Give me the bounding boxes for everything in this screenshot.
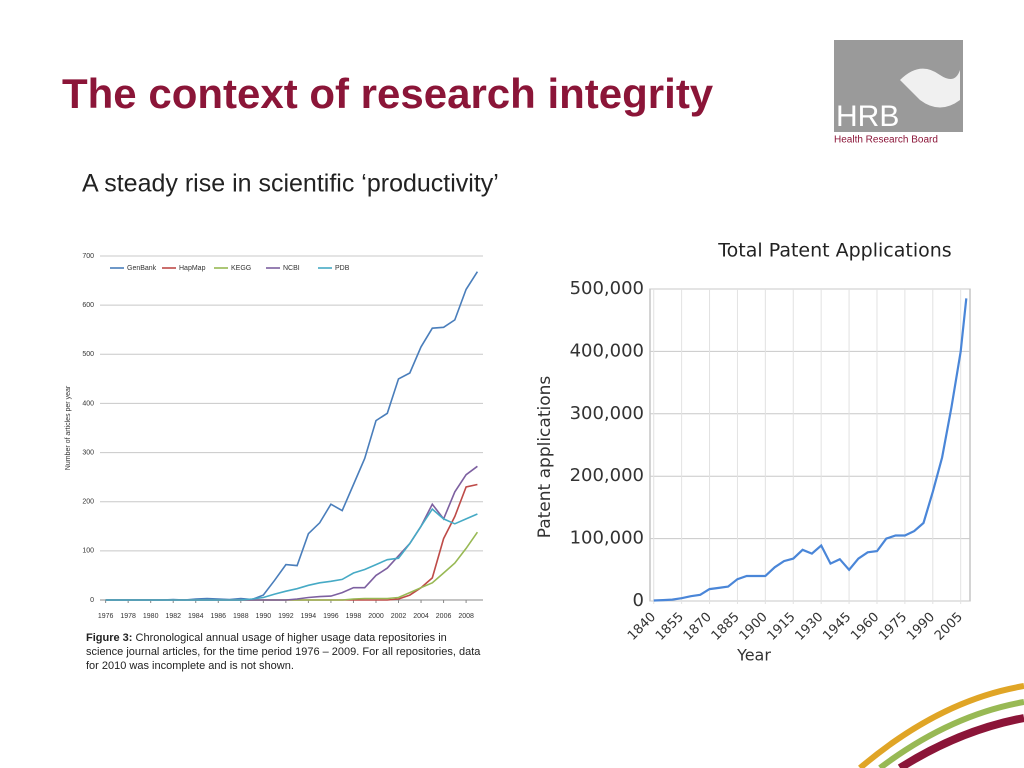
y-tick-label: 700 <box>82 253 94 260</box>
x-tick-label: 1978 <box>120 613 136 620</box>
plot-frame <box>649 288 971 602</box>
x-tick-label: 2008 <box>458 613 474 620</box>
x-tick-label: 1975 <box>876 610 910 644</box>
x-tick-label: 1980 <box>143 613 159 620</box>
x-tick-label: 1984 <box>188 613 204 620</box>
y-tick-label: 0 <box>90 597 94 604</box>
x-tick-label: 1992 <box>278 613 294 620</box>
x-tick-label: 2006 <box>436 613 452 620</box>
legend-label: PDB <box>335 265 350 272</box>
y-tick-label: 400,000 <box>570 340 644 361</box>
series-line <box>105 465 478 601</box>
y-tick-label: 200 <box>82 499 94 506</box>
y-axis-label: Number of articles per year <box>65 385 72 470</box>
y-tick-label: 400 <box>82 400 94 407</box>
y-tick-label: 300,000 <box>570 403 644 424</box>
x-tick-label: 1998 <box>346 613 362 620</box>
legend-label: HapMap <box>179 265 206 272</box>
y-tick-label: 0 <box>633 590 644 611</box>
x-tick-label: 1885 <box>709 610 743 644</box>
x-tick-label: 1994 <box>301 613 317 620</box>
slide-subtitle: A steady rise in scientific ‘productivit… <box>82 170 499 198</box>
y-axis-label: Patent applications <box>535 376 555 539</box>
x-tick-label: 2000 <box>368 613 384 620</box>
legend-label: GenBank <box>127 265 157 272</box>
x-tick-label: 2002 <box>391 613 407 620</box>
logo-caption: Health Research Board <box>834 135 938 146</box>
x-tick-label: 1976 <box>98 613 114 620</box>
chart-title: Total Patent Applications <box>717 240 951 262</box>
x-tick-label: 1855 <box>653 610 687 644</box>
x-tick-label: 1915 <box>765 610 799 644</box>
y-tick-label: 200,000 <box>570 465 644 486</box>
x-tick-label: 1986 <box>210 613 226 620</box>
figure-caption: Figure 3: Chronological annual usage of … <box>86 631 486 673</box>
caption-label: Figure 3: <box>86 632 133 644</box>
x-tick-label: 1900 <box>737 610 771 644</box>
legend-label: NCBI <box>283 265 300 272</box>
series-line <box>105 507 478 601</box>
x-tick-label: 2005 <box>932 610 966 644</box>
x-tick-label: 1960 <box>848 610 882 644</box>
y-tick-label: 500,000 <box>570 278 644 299</box>
x-tick-label: 1996 <box>323 613 339 620</box>
slide-title: The context of research integrity <box>62 70 714 117</box>
x-tick-label: 1988 <box>233 613 249 620</box>
decor-swoosh <box>897 714 1024 768</box>
x-tick-label: 1930 <box>792 610 826 644</box>
x-tick-label: 1990 <box>904 610 938 644</box>
x-tick-label: 1990 <box>256 613 272 620</box>
logo-name: HRB <box>836 100 899 133</box>
logo-emblem <box>900 68 960 108</box>
x-tick-label: 1870 <box>681 610 715 644</box>
y-tick-label: 100 <box>82 548 94 555</box>
x-tick-label: 1945 <box>820 610 854 644</box>
x-tick-label: 1982 <box>165 613 181 620</box>
legend-label: KEGG <box>231 265 251 272</box>
y-tick-label: 600 <box>82 302 94 309</box>
x-axis-label: Year <box>736 646 771 665</box>
y-tick-label: 300 <box>82 449 94 456</box>
caption-text: Chronological annual usage of higher usa… <box>86 632 481 672</box>
x-tick-label: 1840 <box>625 610 659 644</box>
x-tick-label: 2004 <box>413 613 429 620</box>
series-line <box>653 298 968 602</box>
y-tick-label: 500 <box>82 351 94 358</box>
decor-swoosh <box>858 683 1024 768</box>
decor-swoosh <box>878 699 1024 768</box>
y-tick-label: 100,000 <box>570 528 644 549</box>
